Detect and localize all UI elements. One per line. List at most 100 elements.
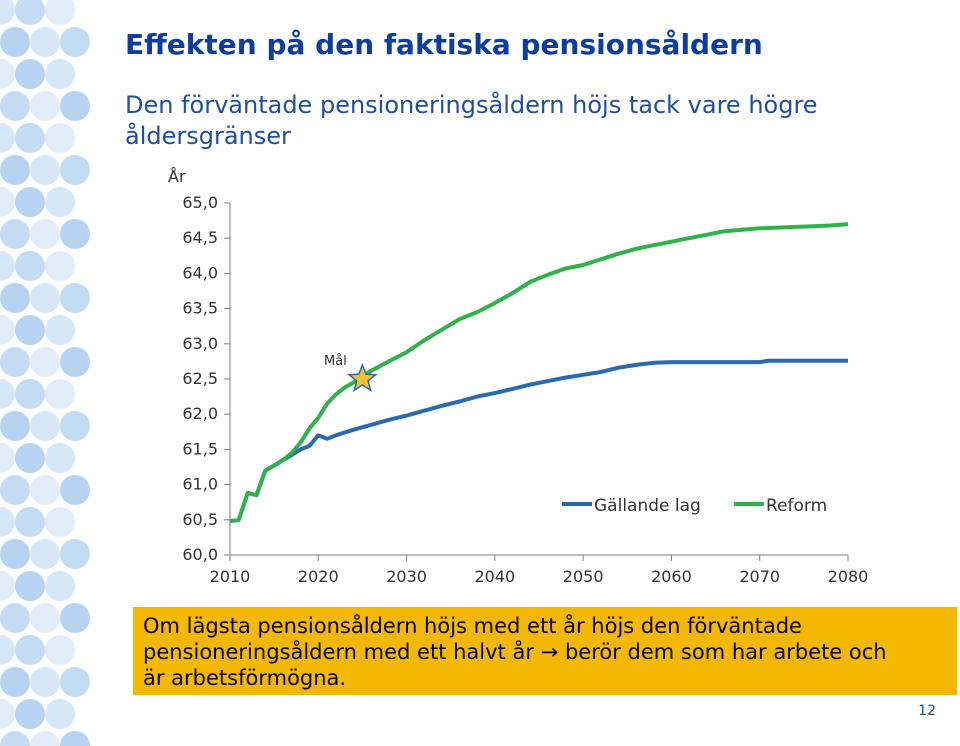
decorative-circle <box>30 283 60 313</box>
decorative-circle <box>0 123 15 153</box>
callout-box: Om lägsta pensionsåldern höjs med ett år… <box>133 607 957 695</box>
decorative-circle <box>0 219 30 249</box>
decorative-circle <box>0 251 15 281</box>
decorative-circle <box>45 59 75 89</box>
page-title: Effekten på den faktiska pensionsåldern <box>125 28 763 61</box>
x-tick-label: 2040 <box>474 567 515 586</box>
decorative-circle <box>0 59 15 89</box>
decorative-circle <box>0 539 30 569</box>
decorative-circle <box>0 475 30 505</box>
series-line-gallande-lag <box>229 358 848 524</box>
y-tick-label: 60,0 <box>182 545 218 564</box>
target-annotation: Mål <box>324 354 378 392</box>
decorative-circle <box>30 603 60 633</box>
x-tick-label: 2080 <box>828 567 869 586</box>
decorative-circle <box>60 91 90 121</box>
decorative-circle <box>30 411 60 441</box>
decorative-circle <box>45 251 75 281</box>
decorative-circle <box>60 283 90 313</box>
decorative-circle <box>0 731 30 746</box>
decorative-circle <box>45 507 75 537</box>
decorative-circle <box>0 411 30 441</box>
legend-label-gallande: Gällande lag <box>594 496 701 516</box>
x-tick-label: 2010 <box>210 567 251 586</box>
series-line-reform <box>229 222 849 524</box>
y-tick-label: 65,0 <box>182 193 218 212</box>
x-tick-label: 2060 <box>651 567 692 586</box>
callout-line-3: är arbetsförmögna. <box>143 666 347 690</box>
decorative-circle <box>0 507 15 537</box>
y-tick-label: 60,5 <box>182 510 218 529</box>
decorative-circle <box>45 443 75 473</box>
decorative-circle <box>0 667 30 697</box>
x-tick-label: 2020 <box>298 567 339 586</box>
callout-line-2: pensioneringsåldern med ett halvt år → b… <box>143 639 957 665</box>
decorative-circle-pattern <box>0 0 90 746</box>
y-axis-label: År <box>168 167 186 186</box>
decorative-circle <box>15 187 45 217</box>
decorative-circle <box>0 635 15 665</box>
y-tick-label: 62,0 <box>182 404 218 423</box>
decorative-circle <box>0 283 30 313</box>
decorative-circle <box>60 155 90 185</box>
decorative-circle <box>15 315 45 345</box>
page-subtitle: Den förväntade pensioneringsåldern höjs … <box>125 91 818 150</box>
y-tick-label: 63,5 <box>182 299 218 318</box>
legend-label-reform: Reform <box>766 496 827 516</box>
x-axis-ticks: 2010 2020 2030 2040 2050 2060 2070 2080 <box>210 555 869 586</box>
decorative-circle <box>45 187 75 217</box>
background-decoration <box>0 0 90 746</box>
series-lines <box>229 222 849 524</box>
x-tick-label: 2050 <box>563 567 604 586</box>
decorative-circle <box>30 475 60 505</box>
decorative-circle <box>0 347 30 377</box>
decorative-circle <box>15 507 45 537</box>
decorative-circle <box>0 155 30 185</box>
y-tick-label: 61,5 <box>182 439 218 458</box>
callout-line-2-start: pensioneringsåldern med ett halvt år <box>143 640 534 664</box>
decorative-circle <box>15 59 45 89</box>
decorative-circle <box>60 27 90 57</box>
y-tick-label: 63,0 <box>182 334 218 353</box>
decorative-circle <box>15 443 45 473</box>
decorative-circle <box>45 123 75 153</box>
decorative-circle <box>30 731 60 746</box>
star-icon <box>347 362 378 392</box>
decorative-circle <box>15 635 45 665</box>
y-tick-label: 64,0 <box>182 263 218 282</box>
decorative-circle <box>45 379 75 409</box>
decorative-circle <box>60 219 90 249</box>
decorative-circle <box>15 0 45 25</box>
decorative-circle <box>60 539 90 569</box>
decorative-circle <box>60 475 90 505</box>
x-tick-label: 2070 <box>739 567 780 586</box>
decorative-circle <box>0 443 15 473</box>
page-number: 12 <box>918 703 936 719</box>
y-axis-ticks: 60,0 60,5 61,0 61,5 62,0 62,5 63,0 63,5 64,0 64,5… <box>182 193 230 564</box>
callout-line-2-end: berör dem som har arbete och <box>564 640 887 664</box>
decorative-circle <box>0 379 15 409</box>
decorative-circle <box>45 315 75 345</box>
decorative-circle <box>60 603 90 633</box>
decorative-circle <box>30 27 60 57</box>
decorative-circle <box>0 187 15 217</box>
y-tick-label: 64,5 <box>182 228 218 247</box>
decorative-circle <box>15 699 45 729</box>
callout-line-1: Om lägsta pensionsåldern höjs med ett år… <box>143 614 802 638</box>
legend: Gällande lag Reform <box>562 496 827 516</box>
decorative-circle <box>60 731 90 746</box>
decorative-circle <box>0 699 15 729</box>
decorative-circle <box>30 667 60 697</box>
decorative-circle <box>60 347 90 377</box>
decorative-circle <box>60 667 90 697</box>
target-label: Mål <box>324 354 347 369</box>
y-tick-label: 62,5 <box>182 369 218 388</box>
decorative-circle <box>0 603 30 633</box>
decorative-circle <box>45 0 75 25</box>
decorative-circle <box>15 571 45 601</box>
decorative-circle <box>45 699 75 729</box>
y-tick-label: 61,0 <box>182 475 218 494</box>
arrow-right-icon: → <box>540 640 559 664</box>
decorative-circle <box>45 635 75 665</box>
line-chart: År 60,060,561,061,562,062,563,063,564,06… <box>168 167 869 586</box>
